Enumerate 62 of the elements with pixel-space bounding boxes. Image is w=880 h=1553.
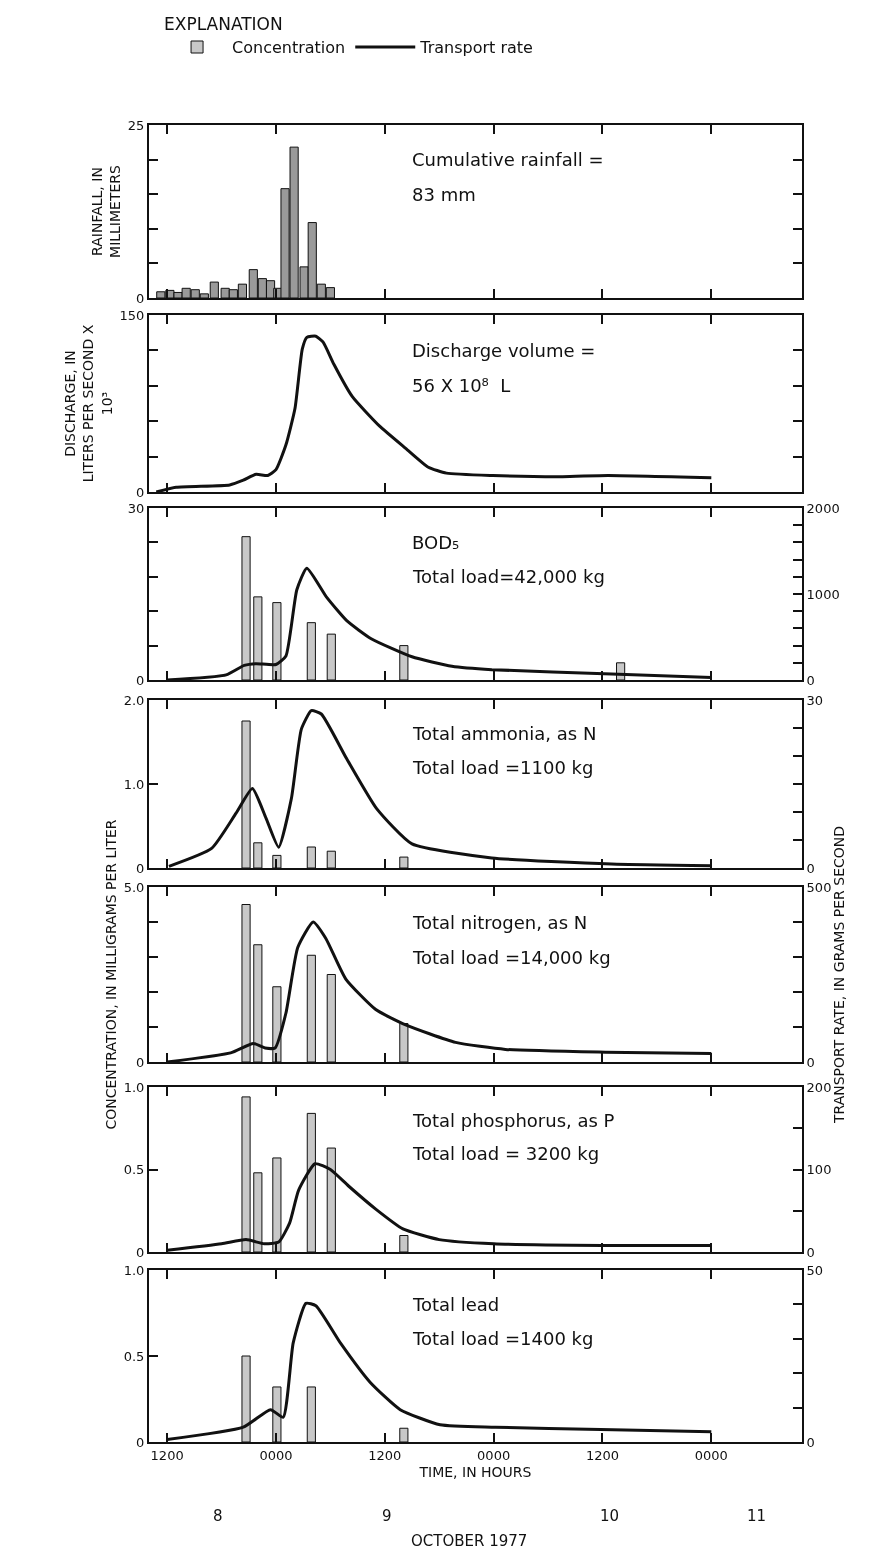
y2-tick-label: 0 [806,1244,815,1260]
y2-tick-label: 50 [806,1262,824,1278]
y-axis-title: DISCHARGE, IN LITERS PER SECOND X 10³ [62,324,115,483]
annotation: Total phosphorus, as P [412,1110,615,1131]
x-tick-label: 1200 [368,1447,402,1463]
x-axis-title: TIME, IN HOURS [418,1464,532,1481]
y-tick-label: 5.0 [123,879,145,895]
text: 10 [600,1507,620,1525]
annotation: Total load =1100 kg [412,757,594,778]
y2-tick-label: 100 [806,1162,832,1178]
y2-tick-label: 2000 [806,500,840,516]
text: 11 [747,1507,767,1525]
y-tick-label: 150 [119,307,145,323]
text: OCTOBER 1977 [411,1532,528,1550]
y-tick-label: 0 [136,484,145,500]
annotation: Total load =14,000 kg [412,947,611,968]
annotation: BOD₅ [412,532,460,553]
annotation: 83 mm [412,184,476,205]
y-tick-label: 0.5 [123,1162,145,1178]
y-tick-label: 0 [136,290,145,306]
y2-tick-label: 500 [806,879,832,895]
annotation: Total load=42,000 kg [412,566,605,587]
x-tick-label: 0000 [694,1447,728,1463]
y2-tick-label: 0 [806,860,815,876]
text: 9 [382,1507,392,1525]
y-tick-label: 1.0 [123,1262,145,1278]
x-tick-label: 1200 [150,1447,184,1463]
annotation: Cumulative rainfall = [412,149,604,170]
annotation: Discharge volume = [412,340,596,361]
y-axis-title: RAINFALL, IN MILLIMETERS [88,164,123,258]
annotation: Total ammonia, as N [412,723,597,744]
y-tick-label: 0 [136,1054,145,1070]
y-tick-label: 0 [136,672,145,688]
annotation: Total load =1400 kg [412,1328,594,1349]
y-tick-label: 1.0 [123,776,145,792]
y-tick-label: 30 [127,500,145,516]
y-tick-label: 0 [136,1434,145,1450]
text: 8 [213,1507,223,1525]
y-axis-title: CONCENTRATION, IN MILLIGRAMS PER LITER [102,819,119,1130]
y-tick-label: 0 [136,1244,145,1260]
y2-tick-label: 0 [806,1054,815,1070]
y2-tick-label: 30 [806,692,824,708]
x-tick-label: 0000 [259,1447,293,1463]
y2-tick-label: 1000 [806,586,840,602]
y-tick-label: 0.5 [123,1348,145,1364]
y-tick-label: 25 [127,117,145,133]
y2-tick-label: 200 [806,1079,832,1095]
annotation: Total load = 3200 kg [412,1143,600,1164]
annotation: Total nitrogen, as N [412,912,588,933]
y-tick-label: 2.0 [123,692,145,708]
y2-tick-label: 0 [806,672,815,688]
y2-tick-label: 0 [806,1434,815,1450]
annotation: 56 X 10⁸ L [412,375,511,396]
legend-title: EXPLANATION [164,14,283,35]
legend-label: Concentration [232,38,346,58]
x-tick-label: 1200 [585,1447,620,1463]
y2-axis-title: TRANSPORT RATE, IN GRAMS PER SECOND [831,825,848,1125]
x-tick-label: 0000 [477,1447,511,1463]
y-tick-label: 1.0 [123,1079,145,1095]
annotation: Total lead [412,1294,500,1315]
legend-label: Transport rate [419,38,533,58]
y-tick-label: 0 [136,860,145,876]
